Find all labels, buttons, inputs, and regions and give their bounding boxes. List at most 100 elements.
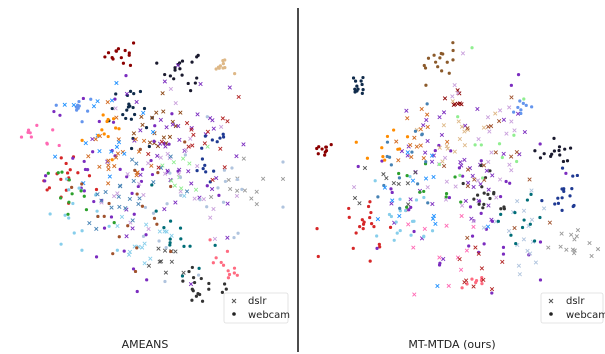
data-point-dslr	[425, 138, 430, 144]
data-point-dslr	[362, 165, 368, 171]
data-point-webcam	[530, 105, 534, 109]
data-point-webcam	[106, 134, 110, 139]
data-point-webcam	[28, 131, 32, 135]
data-point-webcam	[232, 235, 236, 240]
data-point-dslr	[218, 146, 223, 151]
data-point-dslr	[452, 102, 457, 107]
data-point-webcam	[76, 171, 80, 175]
data-point-webcam	[45, 142, 49, 146]
data-point-webcam	[215, 140, 219, 144]
data-point-webcam	[116, 47, 121, 51]
data-point-webcam	[45, 188, 49, 192]
data-point-dslr	[441, 123, 446, 128]
data-point-dslr	[214, 175, 219, 181]
data-point-webcam	[347, 206, 351, 211]
data-point-webcam	[181, 279, 185, 283]
data-point-webcam	[82, 159, 86, 164]
data-point-dslr	[515, 199, 520, 204]
data-point-webcam	[405, 205, 409, 209]
data-point-dslr	[546, 245, 551, 250]
data-point-webcam	[59, 156, 63, 160]
data-point-dslr	[173, 200, 178, 205]
data-point-webcam	[434, 60, 438, 64]
data-point-webcam	[178, 226, 183, 230]
data-point-dslr	[465, 126, 470, 131]
data-point-webcam	[189, 89, 193, 93]
data-point-webcam	[509, 83, 513, 87]
data-point-webcam	[129, 146, 134, 151]
data-point-webcam	[63, 213, 67, 217]
data-point-webcam	[72, 231, 76, 235]
data-point-webcam	[405, 174, 409, 178]
data-point-webcam	[557, 148, 561, 153]
data-point-webcam	[424, 83, 428, 87]
data-point-dslr	[457, 101, 463, 106]
data-point-webcam	[67, 216, 71, 220]
data-point-webcam	[315, 227, 319, 231]
data-point-webcam	[459, 200, 463, 204]
data-point-webcam	[490, 219, 495, 223]
data-point-webcam	[64, 161, 68, 166]
data-point-webcam	[236, 231, 240, 235]
data-point-webcam	[168, 237, 172, 241]
data-point-dslr	[191, 132, 196, 137]
data-point-webcam	[519, 108, 523, 112]
data-point-webcam	[220, 290, 224, 295]
data-point-webcam	[500, 155, 504, 160]
data-point-dslr	[147, 140, 153, 145]
data-point-webcam	[398, 228, 402, 233]
data-point-dslr	[391, 181, 396, 186]
data-point-webcam	[563, 147, 567, 151]
data-point-webcam	[460, 286, 464, 290]
data-point-dslr	[129, 157, 135, 162]
data-point-webcam	[133, 269, 138, 274]
data-point-dslr	[210, 177, 215, 183]
data-point-webcam	[281, 160, 285, 164]
data-point-dslr	[575, 228, 581, 233]
data-point-dslr	[497, 177, 503, 182]
data-point-dslr	[106, 181, 111, 186]
data-point-dslr	[441, 256, 446, 262]
data-point-webcam	[77, 99, 81, 104]
data-point-webcam	[81, 96, 85, 101]
data-point-webcam	[565, 159, 570, 163]
data-point-dslr	[507, 162, 512, 167]
data-point-webcam	[115, 248, 119, 252]
data-point-webcam	[179, 237, 183, 241]
data-point-webcam	[187, 269, 191, 274]
data-point-webcam	[560, 187, 564, 191]
data-point-webcam	[178, 67, 182, 71]
data-point-dslr	[459, 124, 465, 129]
data-point-dslr	[437, 115, 442, 120]
data-point-dslr	[437, 145, 442, 150]
data-point-webcam	[482, 242, 486, 246]
data-point-dslr	[226, 177, 231, 183]
data-point-webcam	[549, 154, 553, 158]
data-point-dslr	[396, 158, 401, 163]
data-point-dslr	[219, 124, 224, 130]
data-point-dslr	[444, 223, 449, 228]
data-point-dslr	[475, 106, 480, 112]
data-point-dslr	[430, 216, 436, 221]
data-point-webcam	[486, 192, 490, 196]
data-point-webcam	[398, 209, 402, 213]
data-point-dslr	[106, 163, 111, 168]
data-point-webcam	[422, 189, 426, 194]
data-point-dslr	[208, 215, 213, 220]
data-point-webcam	[180, 73, 184, 77]
data-point-dslr	[146, 263, 152, 268]
data-point-dslr	[234, 154, 239, 159]
data-point-webcam	[190, 60, 194, 64]
data-point-dslr	[141, 138, 147, 144]
data-point-dslr	[117, 204, 122, 210]
data-point-webcam	[451, 41, 455, 45]
data-point-dslr	[413, 170, 418, 175]
data-point-dslr	[351, 184, 357, 190]
data-point-webcam	[514, 242, 518, 246]
scatter-points-ameans	[19, 41, 286, 303]
data-point-webcam	[377, 242, 381, 247]
data-point-webcam	[152, 216, 157, 220]
data-point-webcam	[149, 158, 153, 163]
data-point-dslr	[486, 187, 491, 192]
data-point-webcam	[133, 168, 137, 172]
